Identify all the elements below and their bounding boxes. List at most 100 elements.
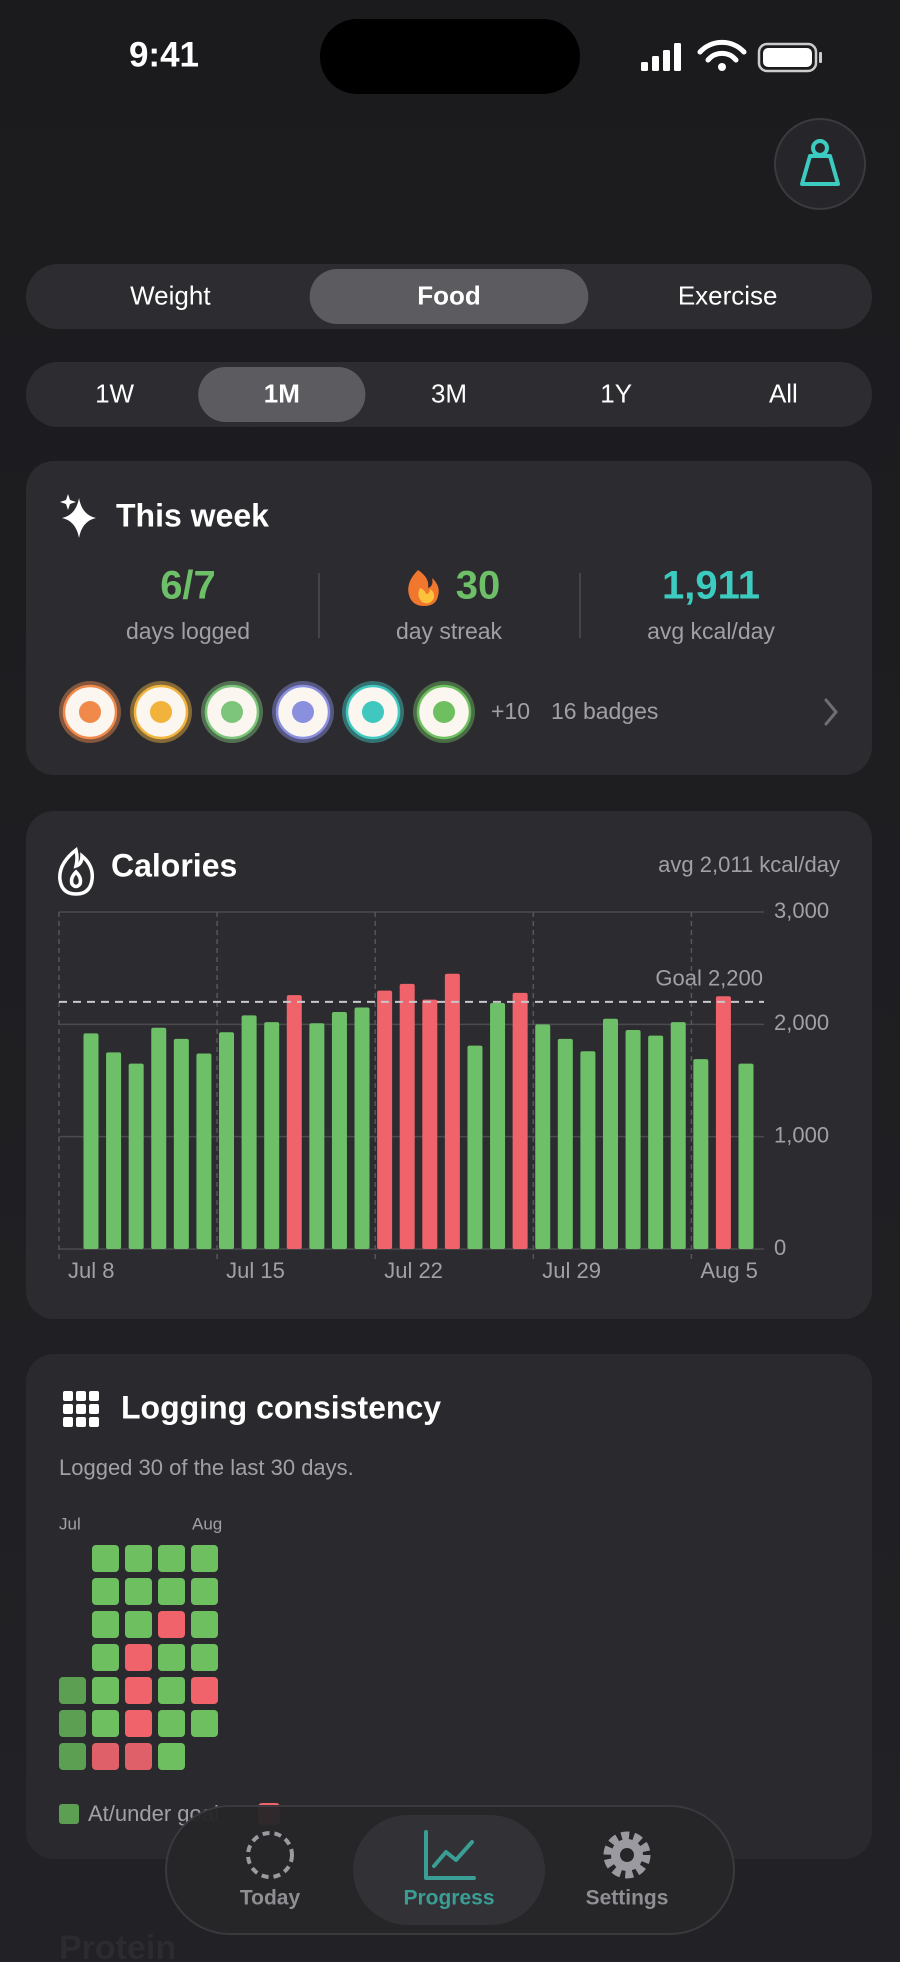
segment-label[interactable]: Weight	[130, 280, 211, 310]
badge-count[interactable]: 16 badges	[551, 698, 658, 724]
day-cell	[125, 1710, 152, 1737]
segment-label[interactable]: 1M	[264, 378, 300, 408]
stat-label: days logged	[126, 618, 250, 644]
badge-glyph	[221, 701, 243, 723]
bar	[173, 1038, 189, 1249]
nav-selected	[353, 1815, 545, 1925]
wifi-dot	[718, 63, 726, 71]
day-cell	[191, 1710, 218, 1737]
consistency-grid	[59, 1545, 218, 1770]
day-cell	[92, 1710, 119, 1737]
bar	[738, 1063, 754, 1249]
day-cell	[191, 1578, 218, 1605]
bar	[422, 999, 438, 1249]
bar	[557, 1038, 573, 1249]
badge-glyph	[362, 701, 384, 723]
nav-label[interactable]: Progress	[403, 1887, 494, 1910]
chevron[interactable]	[824, 698, 838, 726]
bar	[648, 1035, 664, 1249]
progress-icon	[424, 1830, 476, 1880]
bar	[354, 1007, 370, 1249]
day-cell	[158, 1644, 185, 1671]
flame-core	[418, 588, 435, 604]
x-tick-label: Aug 5	[700, 1258, 758, 1283]
battery-cap	[819, 52, 822, 63]
month-label: Jul	[59, 1514, 81, 1533]
day-cell	[191, 1677, 218, 1704]
badge-glyph	[150, 701, 172, 723]
bar	[219, 1032, 235, 1249]
battery	[757, 42, 818, 73]
card-title: Logging consistency	[121, 1389, 441, 1425]
selected-pill	[309, 269, 589, 324]
y-tick-label: 1,000	[774, 1122, 829, 1147]
y-tick-label: 2,000	[774, 1010, 829, 1035]
bar	[128, 1063, 144, 1249]
day-cell	[125, 1578, 152, 1605]
nav-items	[353, 1815, 545, 1925]
bar	[241, 1015, 257, 1249]
day-cell	[125, 1545, 152, 1572]
badge-glyph	[292, 701, 314, 723]
dynamic-island	[320, 19, 580, 94]
day-cell	[158, 1710, 185, 1737]
bar	[444, 973, 460, 1249]
bar	[106, 1052, 122, 1249]
bar	[625, 1029, 641, 1249]
day-cell	[59, 1743, 86, 1770]
badge-glyph	[79, 701, 101, 723]
nav-label[interactable]: Today	[240, 1887, 301, 1910]
badge-glyph	[433, 701, 455, 723]
day-cell	[158, 1743, 185, 1770]
bar	[670, 1022, 686, 1249]
day-cell	[92, 1644, 119, 1671]
bar	[399, 983, 415, 1249]
bar	[535, 1024, 551, 1249]
day-cell	[92, 1677, 119, 1704]
day-cell	[125, 1644, 152, 1671]
bar	[693, 1059, 709, 1249]
segment-label[interactable]: 1Y	[600, 378, 632, 408]
legend-swatch	[59, 1804, 79, 1824]
day-cell	[92, 1611, 119, 1638]
day-cell	[92, 1545, 119, 1572]
day-cell	[158, 1545, 185, 1572]
segment-label[interactable]: Food	[417, 280, 481, 310]
y-tick-label: 3,000	[774, 898, 829, 923]
segment-label[interactable]: All	[769, 378, 798, 408]
segment-label[interactable]: 1W	[95, 378, 134, 408]
stat-value: 6/7	[160, 564, 216, 608]
day-cell	[191, 1644, 218, 1671]
today-icon	[246, 1831, 294, 1879]
wifi	[697, 39, 747, 63]
bar	[196, 1053, 212, 1249]
weight-icon	[800, 139, 840, 186]
bar	[151, 1027, 167, 1249]
card-subtitle: Logged 30 of the last 30 days.	[59, 1455, 354, 1480]
day-cell	[191, 1611, 218, 1638]
day-cell	[158, 1677, 185, 1704]
consistency-card	[26, 1354, 872, 1859]
month-label: Aug	[192, 1514, 222, 1533]
stat-value: 1,911	[662, 564, 760, 608]
x-tick-label: Jul 22	[384, 1258, 443, 1283]
bar	[715, 996, 731, 1249]
bar	[580, 1051, 596, 1249]
segment-label[interactable]: 3M	[431, 378, 467, 408]
bar	[512, 992, 528, 1249]
bar	[83, 1033, 99, 1249]
bar	[286, 995, 302, 1249]
goal-label: Goal 2,200	[655, 966, 763, 991]
nav-label[interactable]: Settings	[586, 1887, 669, 1910]
bar	[467, 1045, 483, 1249]
day-cell	[125, 1743, 152, 1770]
time: 9:41	[129, 35, 199, 74]
day-cell	[158, 1578, 185, 1605]
bar	[331, 1011, 347, 1249]
day-cell	[59, 1677, 86, 1704]
card-title: This week	[116, 497, 269, 533]
segment-label[interactable]: Exercise	[678, 280, 778, 310]
weigh-in-button[interactable]	[774, 118, 866, 210]
bar	[602, 1018, 618, 1249]
